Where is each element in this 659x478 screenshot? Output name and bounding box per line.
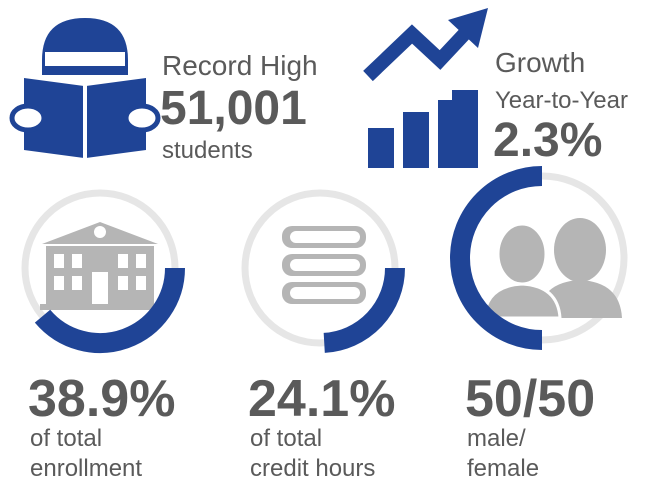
people-icon [482, 218, 622, 320]
record-label: Record High [162, 50, 318, 81]
growth-figure: 2.3% [493, 114, 602, 167]
reader-icon [9, 18, 161, 160]
growth-icon [363, 8, 488, 168]
stat-caption: credit hours [250, 455, 375, 478]
donut-arc [34, 267, 185, 353]
donut-arc [450, 166, 543, 350]
stat-caption: female [467, 455, 539, 478]
donut-arc [323, 267, 405, 353]
stat-caption: of total [250, 425, 322, 452]
building-icon [40, 222, 160, 310]
books-icon [282, 226, 366, 304]
stat-caption: of total [30, 425, 102, 452]
students-label: students [162, 137, 253, 164]
growth-label: Growth [495, 47, 585, 78]
growth-sub: Year-to-Year [495, 87, 628, 114]
stat-figure: 24.1% [248, 370, 395, 428]
stat-figure: 38.9% [28, 370, 175, 428]
enrollment-figure: 51,001 [160, 82, 307, 135]
stat-caption: male/ [467, 425, 526, 452]
stat-caption: enrollment [30, 455, 142, 478]
stat-figure: 50/50 [465, 370, 595, 428]
